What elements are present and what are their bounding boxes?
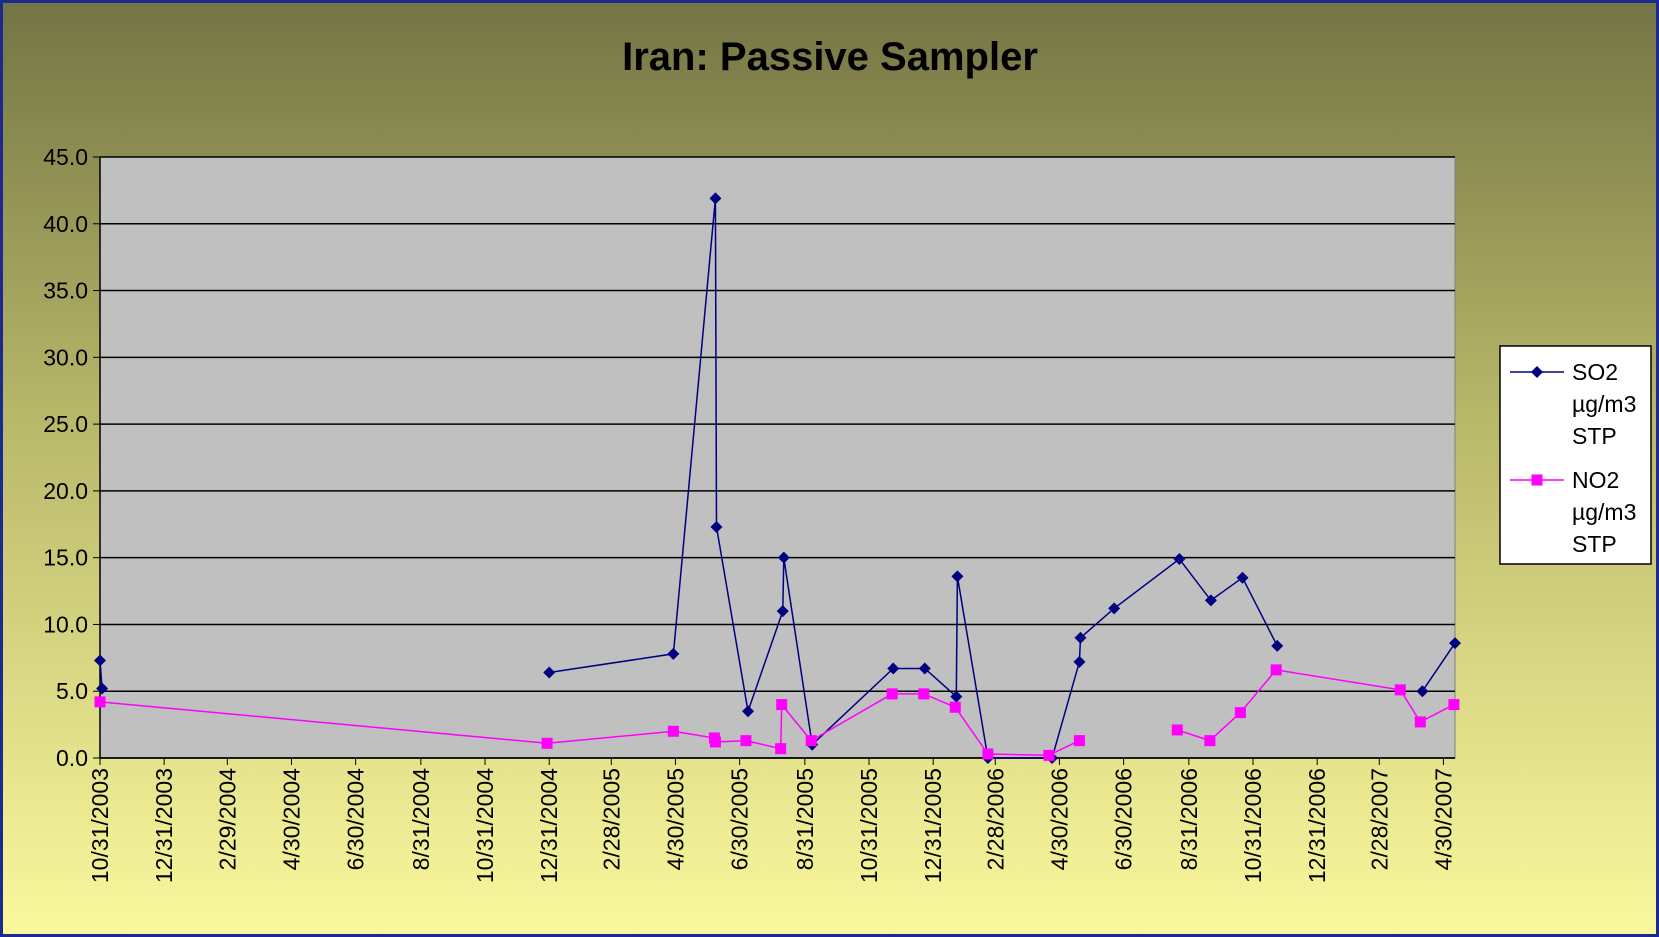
- marker: [776, 699, 788, 711]
- marker: [1416, 685, 1429, 698]
- legend-label-line: µg/m3: [1572, 391, 1636, 417]
- marker: [94, 696, 106, 708]
- legend-label-line: µg/m3: [1572, 499, 1636, 525]
- marker: [667, 725, 679, 737]
- marker: [776, 605, 789, 618]
- y-tick-label: 20.0: [43, 478, 88, 504]
- x-tick-label: 8/31/2006: [1176, 768, 1202, 870]
- marker: [1531, 366, 1543, 378]
- marker: [1234, 707, 1246, 719]
- x-tick-label: 2/28/2005: [598, 768, 624, 870]
- marker: [1394, 684, 1406, 696]
- x-tick-label: 12/31/2006: [1304, 768, 1330, 883]
- marker: [982, 748, 994, 760]
- marker: [742, 705, 755, 718]
- x-tick-label: 12/31/2004: [536, 768, 562, 883]
- marker: [1270, 664, 1282, 676]
- x-tick-label: 10/31/2006: [1240, 768, 1266, 883]
- y-tick-label: 0.0: [56, 745, 88, 771]
- x-tick-label: 4/30/2007: [1430, 768, 1456, 870]
- y-tick-label: 30.0: [43, 344, 88, 370]
- marker: [1073, 735, 1085, 747]
- x-tick-label: 12/31/2005: [920, 768, 946, 883]
- x-tick-label: 4/30/2004: [278, 768, 304, 871]
- x-tick-label: 2/28/2007: [1366, 768, 1392, 870]
- x-tick-label: 8/31/2004: [408, 768, 434, 871]
- legend-label-line: NO2: [1572, 467, 1619, 493]
- legend-label-line: STP: [1572, 531, 1617, 557]
- marker: [918, 688, 930, 700]
- marker: [1173, 553, 1186, 566]
- x-tick-label: 2/28/2006: [982, 768, 1008, 870]
- marker: [1108, 602, 1121, 615]
- x-tick-label: 6/30/2005: [727, 768, 753, 870]
- x-tick-label: 8/31/2005: [792, 768, 818, 870]
- chart-title: Iran: Passive Sampler: [622, 35, 1038, 79]
- x-tick-label: 12/31/2003: [151, 768, 177, 883]
- marker: [1073, 655, 1086, 668]
- marker: [949, 701, 961, 713]
- marker: [918, 662, 931, 675]
- marker: [541, 737, 553, 749]
- x-tick-label: 10/31/2005: [856, 768, 882, 883]
- marker: [1043, 749, 1055, 761]
- marker: [709, 736, 721, 748]
- x-tick-label: 4/30/2006: [1046, 768, 1072, 870]
- y-tick-label: 10.0: [43, 611, 88, 637]
- plot-area: [99, 156, 1456, 759]
- marker: [740, 735, 752, 747]
- x-tick-label: 6/30/2004: [343, 768, 369, 871]
- legend-label: NO2 µg/m3 STP: [1572, 467, 1636, 557]
- marker: [777, 551, 790, 564]
- x-tick-label: 6/30/2006: [1111, 768, 1137, 870]
- marker: [1204, 594, 1217, 607]
- legend-label-line: SO2: [1572, 359, 1618, 385]
- marker: [96, 682, 109, 695]
- marker: [1074, 631, 1087, 644]
- marker: [710, 520, 723, 533]
- marker: [94, 654, 106, 667]
- marker: [1531, 474, 1543, 486]
- marker: [805, 735, 817, 747]
- legend-label-line: STP: [1572, 423, 1617, 449]
- marker: [543, 666, 556, 679]
- marker: [1236, 571, 1249, 584]
- marker: [951, 570, 964, 583]
- x-tick-label: 4/30/2005: [662, 768, 688, 870]
- marker: [709, 192, 722, 205]
- marker: [886, 688, 898, 700]
- marker: [667, 647, 680, 660]
- marker: [887, 662, 900, 675]
- legend-box: [1499, 345, 1652, 565]
- y-tick-label: 45.0: [43, 144, 88, 170]
- y-tick-label: 5.0: [56, 678, 88, 704]
- marker: [1448, 699, 1460, 711]
- marker: [1271, 639, 1284, 652]
- marker: [1449, 637, 1461, 650]
- y-tick-label: 15.0: [43, 545, 88, 571]
- marker: [1414, 716, 1426, 728]
- y-tick-label: 35.0: [43, 278, 88, 304]
- legend-label: SO2 µg/m3 STP: [1572, 359, 1636, 449]
- marker: [775, 743, 787, 755]
- marker: [1204, 735, 1216, 747]
- y-tick-label: 40.0: [43, 211, 88, 237]
- marker: [1171, 724, 1183, 736]
- x-tick-label: 2/29/2004: [214, 768, 240, 871]
- marker: [950, 690, 963, 703]
- x-tick-label: 10/31/2003: [87, 768, 113, 883]
- y-tick-label: 25.0: [43, 411, 88, 437]
- x-tick-label: 10/31/2004: [472, 768, 498, 883]
